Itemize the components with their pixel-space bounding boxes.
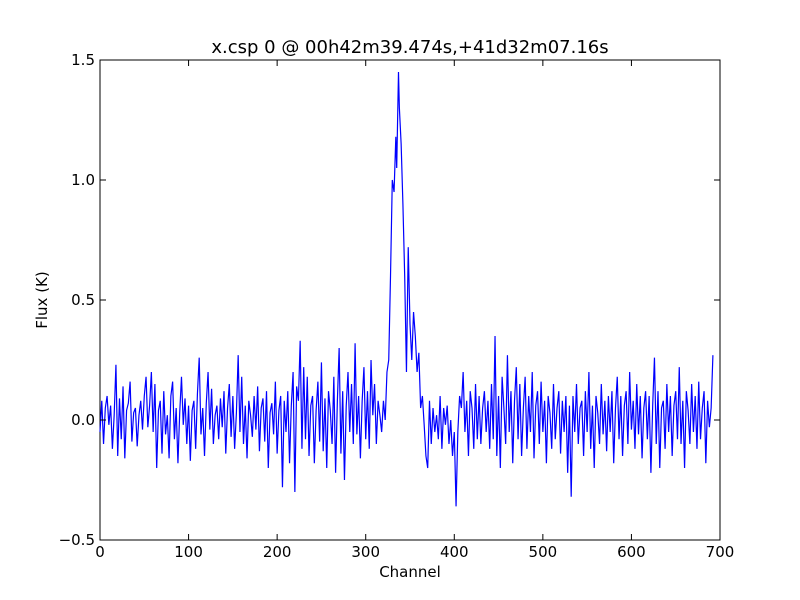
y-axis: −0.5 0.0 0.5 1.0 1.5 xyxy=(59,51,720,549)
x-tick-label: 200 xyxy=(263,543,292,561)
y-tick-label: 1.5 xyxy=(71,51,95,69)
x-tick-label: 300 xyxy=(351,543,380,561)
y-tick-label: −0.5 xyxy=(59,531,95,549)
x-axis: 0 100 200 300 400 500 600 700 xyxy=(95,60,734,561)
x-tick-label: 400 xyxy=(440,543,469,561)
x-tick-label: 600 xyxy=(617,543,646,561)
x-tick-label: 500 xyxy=(529,543,558,561)
x-tick-label: 0 xyxy=(95,543,105,561)
plot-area xyxy=(99,59,721,541)
x-tick-label: 100 xyxy=(174,543,203,561)
y-tick-label: 1.0 xyxy=(71,171,95,189)
y-tick-label: 0.5 xyxy=(71,291,95,309)
y-tick-label: 0.0 xyxy=(71,411,95,429)
series-line xyxy=(99,71,714,507)
chart-title: x.csp 0 @ 00h42m39.474s,+41d32m07.16s xyxy=(211,37,608,58)
y-axis-label: Flux (K) xyxy=(33,271,51,329)
x-tick-label: 700 xyxy=(706,543,735,561)
x-axis-label: Channel xyxy=(379,563,441,581)
